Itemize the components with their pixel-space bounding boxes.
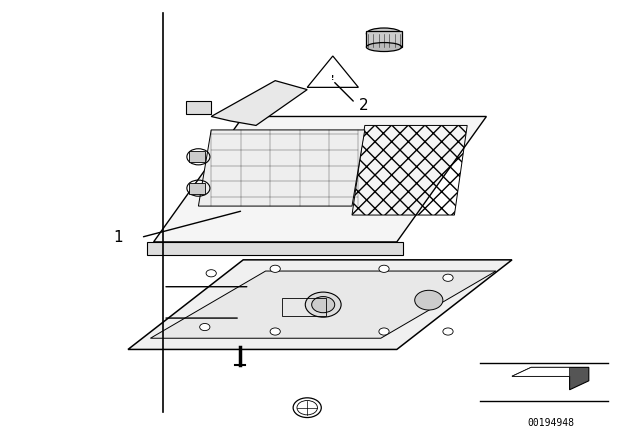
Circle shape xyxy=(312,297,335,313)
Text: 1: 1 xyxy=(113,230,124,245)
Polygon shape xyxy=(147,242,403,255)
Polygon shape xyxy=(198,130,365,206)
Text: 2: 2 xyxy=(358,98,369,113)
Ellipse shape xyxy=(366,43,402,52)
Polygon shape xyxy=(150,271,496,338)
Polygon shape xyxy=(128,260,512,349)
Circle shape xyxy=(443,328,453,335)
Bar xyxy=(189,151,205,162)
Text: !: ! xyxy=(331,75,335,82)
Polygon shape xyxy=(512,367,570,376)
Circle shape xyxy=(200,323,210,331)
Circle shape xyxy=(305,292,341,317)
Circle shape xyxy=(270,328,280,335)
Circle shape xyxy=(206,270,216,277)
Bar xyxy=(186,101,211,114)
Bar xyxy=(282,298,326,316)
Polygon shape xyxy=(512,367,589,390)
Circle shape xyxy=(443,274,453,281)
Polygon shape xyxy=(154,116,486,242)
Circle shape xyxy=(415,290,443,310)
Circle shape xyxy=(379,265,389,272)
Polygon shape xyxy=(211,81,307,125)
Ellipse shape xyxy=(366,28,402,39)
Bar xyxy=(366,31,402,47)
Circle shape xyxy=(270,265,280,272)
Text: 00194948: 00194948 xyxy=(527,418,574,428)
Bar xyxy=(189,183,205,194)
Circle shape xyxy=(379,328,389,335)
